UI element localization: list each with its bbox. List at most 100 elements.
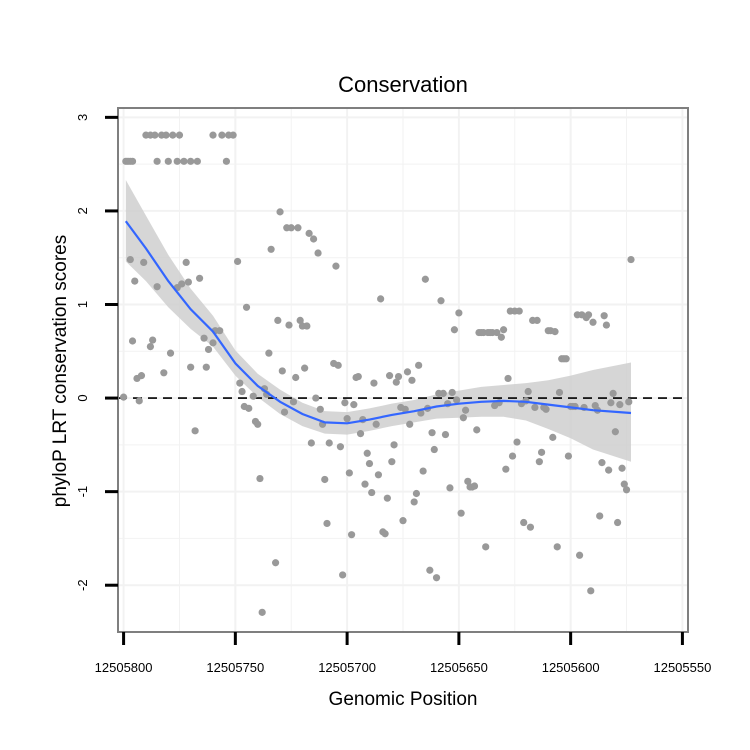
data-point <box>191 427 199 435</box>
data-point <box>388 458 396 466</box>
x-axis-label: Genomic Position <box>329 689 478 710</box>
x-tick-label: 12505650 <box>430 660 488 675</box>
data-point <box>126 255 134 264</box>
data-point <box>345 469 353 477</box>
data-point <box>341 399 349 407</box>
data-point <box>596 512 604 520</box>
data-point <box>370 379 378 387</box>
y-tick-label: 2 <box>75 207 90 214</box>
data-point <box>551 328 559 336</box>
data-point <box>390 441 398 449</box>
y-tick-label: 1 <box>75 301 90 308</box>
x-tick-label: 12505750 <box>206 660 264 675</box>
data-point <box>218 131 226 139</box>
data-point <box>151 131 159 139</box>
data-point <box>254 420 262 428</box>
data-point <box>446 484 454 492</box>
data-point <box>526 523 535 531</box>
data-point <box>368 488 376 497</box>
data-point <box>325 439 333 447</box>
data-point <box>524 387 532 396</box>
data-point <box>209 131 217 139</box>
data-point <box>564 452 573 460</box>
y-axis-label: phyloP LRT conservation scores <box>50 235 71 508</box>
data-point <box>461 406 470 414</box>
data-point <box>354 372 362 381</box>
data-point <box>515 307 523 315</box>
data-point <box>399 517 407 525</box>
data-point <box>589 318 597 326</box>
data-point <box>128 157 137 165</box>
data-point <box>314 249 322 257</box>
data-point <box>312 394 320 402</box>
data-point <box>410 498 418 506</box>
data-point <box>365 459 374 468</box>
data-points <box>119 131 635 616</box>
data-point <box>493 328 501 337</box>
axes: 12505800 12505750 12505700 12505650 12505600… <box>75 114 711 675</box>
data-point <box>383 494 391 502</box>
chart-title: Conservation <box>338 72 468 97</box>
data-point <box>613 518 622 527</box>
data-point <box>437 297 445 305</box>
data-point <box>531 403 539 412</box>
data-point <box>292 373 300 382</box>
data-point <box>537 448 546 456</box>
data-point <box>533 316 541 325</box>
data-point <box>256 474 264 483</box>
data-point <box>464 477 472 485</box>
data-point <box>280 408 289 416</box>
data-point <box>605 466 613 474</box>
data-point <box>343 415 351 423</box>
data-point <box>184 278 193 286</box>
data-point <box>607 399 615 407</box>
data-point <box>448 388 456 397</box>
data-point <box>598 459 606 467</box>
data-point <box>497 333 505 341</box>
grid <box>118 108 688 632</box>
data-point <box>146 343 155 351</box>
data-point <box>499 326 508 334</box>
data-point <box>609 389 617 397</box>
data-point <box>374 471 383 479</box>
data-point <box>236 379 244 387</box>
data-point <box>339 571 347 579</box>
x-tick-label: 12505800 <box>95 660 153 675</box>
data-point <box>187 157 195 165</box>
data-point <box>421 275 429 283</box>
y-tick-label: 3 <box>75 114 90 121</box>
data-point <box>336 443 345 451</box>
data-point <box>428 429 436 437</box>
data-point <box>555 388 564 397</box>
x-tick-label: 12505700 <box>318 660 376 675</box>
data-point <box>553 543 561 551</box>
data-point <box>178 280 186 288</box>
data-point <box>618 464 626 472</box>
data-point <box>202 363 210 371</box>
y-tick-label: 0 <box>75 394 90 401</box>
data-point <box>204 345 213 354</box>
data-point <box>332 262 340 270</box>
data-point <box>455 309 463 317</box>
y-tick-label: -2 <box>75 579 90 591</box>
data-point <box>131 277 139 285</box>
data-point <box>377 295 385 303</box>
data-point <box>361 480 369 488</box>
data-point <box>153 157 161 165</box>
data-point <box>166 349 175 357</box>
data-point <box>182 258 190 266</box>
data-point <box>119 393 128 401</box>
data-point <box>508 452 517 460</box>
data-point <box>385 372 394 380</box>
data-point <box>602 321 611 329</box>
data-point <box>542 405 550 413</box>
data-point <box>137 372 146 380</box>
data-point <box>587 587 595 595</box>
data-point <box>470 482 479 490</box>
data-point <box>321 475 329 484</box>
data-point <box>200 334 208 342</box>
data-point <box>439 389 447 397</box>
data-point <box>216 327 224 335</box>
data-point <box>193 157 201 165</box>
data-point <box>430 445 438 454</box>
